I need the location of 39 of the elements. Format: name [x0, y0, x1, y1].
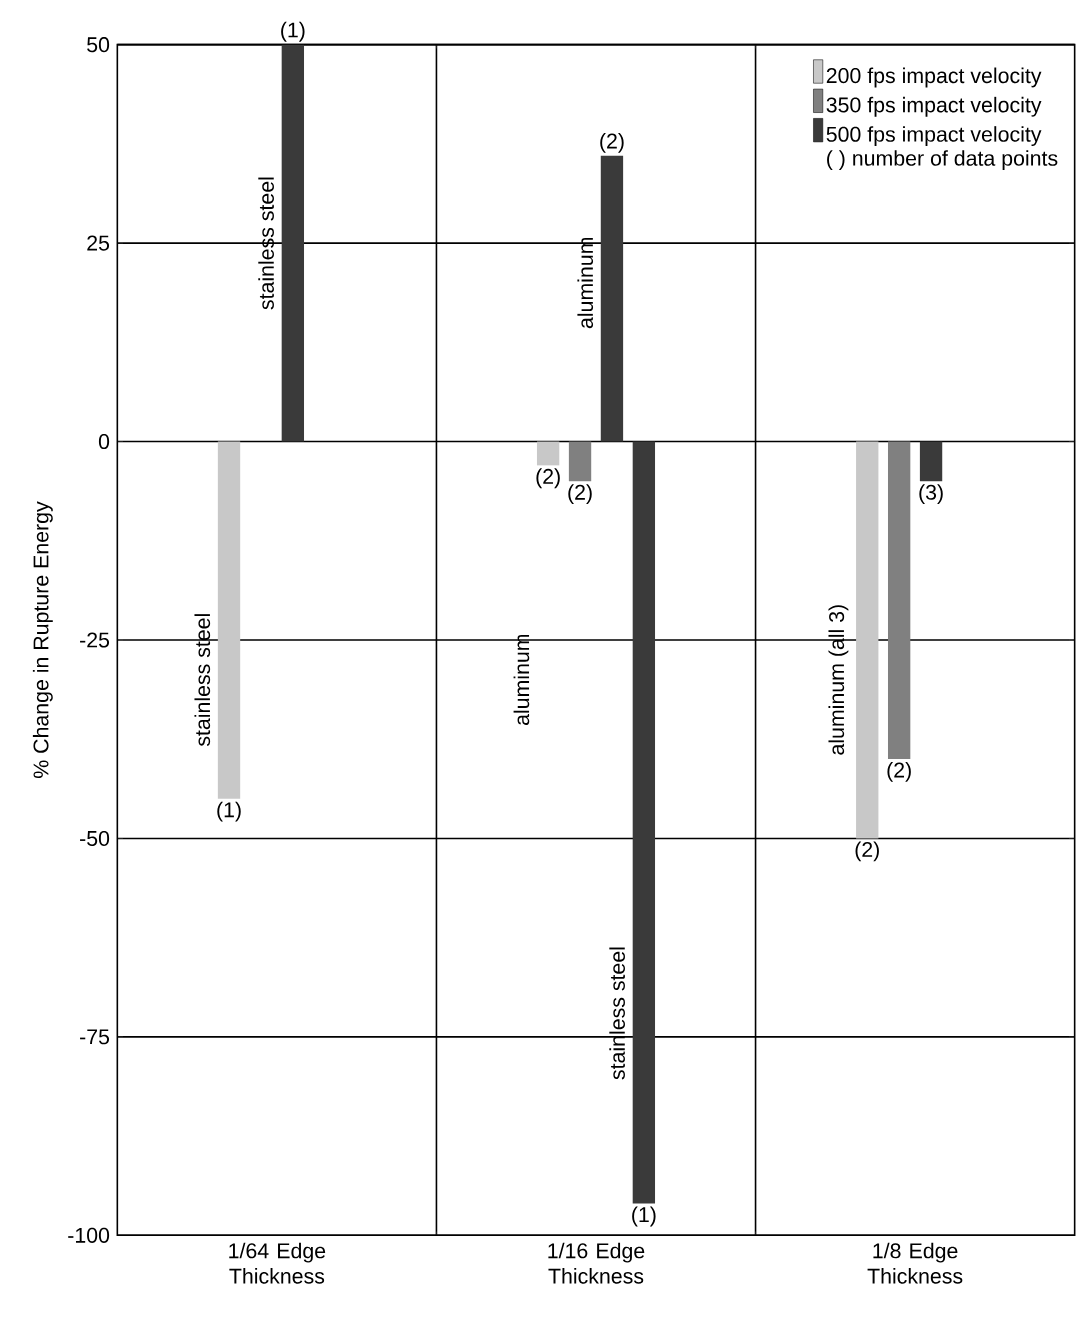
annotation: (2)	[568, 484, 592, 505]
bar	[600, 155, 624, 442]
bar	[568, 441, 592, 482]
x-tick-label: 1/64 Edge Thickness	[229, 1242, 326, 1284]
annotation: aluminum	[513, 634, 530, 726]
y-tick-label: -75	[80, 1029, 110, 1045]
bar	[919, 441, 943, 482]
y-tick-label: -50	[80, 830, 110, 846]
bar	[536, 441, 560, 466]
legend-label: 350 fps impact velocity	[826, 96, 1042, 117]
legend-label: 200 fps impact velocity	[826, 67, 1042, 88]
y-tick-label: -100	[68, 1227, 110, 1243]
annotation: (2)	[855, 841, 879, 862]
annotation: aluminum (all 3)	[828, 605, 849, 755]
bar	[856, 441, 879, 839]
y-axis-title: % Change in Rupture Energy	[32, 501, 53, 778]
annotation: (2)	[887, 762, 911, 782]
annotation: (2)	[600, 132, 624, 153]
text: (1)	[281, 21, 305, 42]
bar	[632, 441, 656, 1204]
y-tick-label: -25	[80, 632, 110, 648]
legend-label: 500 fps impact velocity	[826, 126, 1042, 147]
annotation: stainless steel	[609, 947, 625, 1080]
annotation: ( ) number of data points	[827, 150, 1058, 171]
x-tick-label: 1/16 Edge Thickness	[548, 1242, 645, 1284]
annotation: aluminum	[577, 237, 594, 329]
annotation: (3)	[919, 484, 943, 505]
y-tick-label: 50	[87, 37, 110, 53]
annotation: stainless steel	[258, 177, 274, 310]
bar	[217, 441, 241, 799]
annotation: (1)	[632, 1206, 656, 1227]
annotation: (1)	[217, 801, 241, 822]
annotation: stainless steel	[194, 614, 211, 747]
x-tick-label: 1/8 Edge Thickness	[867, 1242, 963, 1284]
bar	[887, 441, 911, 760]
annotation: (2)	[536, 468, 560, 489]
y-tick-label: 25	[87, 235, 110, 251]
bar	[281, 44, 305, 442]
y-tick-label: 0	[98, 434, 110, 450]
